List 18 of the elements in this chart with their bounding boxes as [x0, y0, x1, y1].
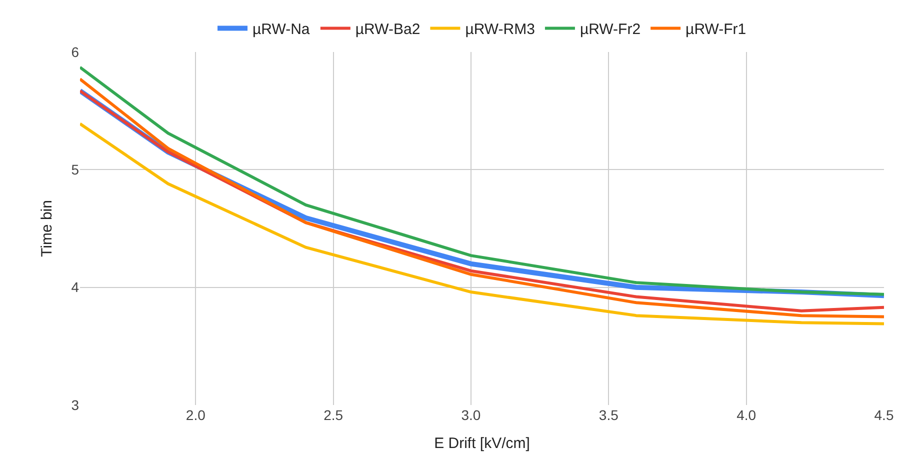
x-tick-label: 3.5 [598, 407, 619, 423]
y-axis-title: Time bin [38, 200, 56, 257]
x-axis-title: E Drift [kV/cm] [434, 435, 530, 452]
legend-label: µRW-Fr2 [580, 21, 641, 38]
y-tick-label: 3 [71, 396, 80, 413]
x-tick-label: 4.5 [874, 407, 894, 423]
legend-label: µRW-Fr1 [686, 21, 746, 38]
x-tick-label: 4.0 [736, 407, 756, 423]
y-tick-label: 6 [71, 44, 80, 60]
x-tick-label: 3.0 [461, 407, 481, 423]
y-tick-label: 5 [71, 162, 80, 178]
x-tick-label: 2.5 [324, 407, 344, 423]
y-tick-label: 4 [71, 279, 80, 296]
x-tick-label: 2.0 [186, 407, 206, 423]
line-series [80, 122, 884, 326]
legend-label: µRW-RM3 [465, 21, 535, 38]
legend-label: µRW-Na [252, 21, 310, 38]
legend-label: µRW-Ba2 [355, 21, 420, 38]
